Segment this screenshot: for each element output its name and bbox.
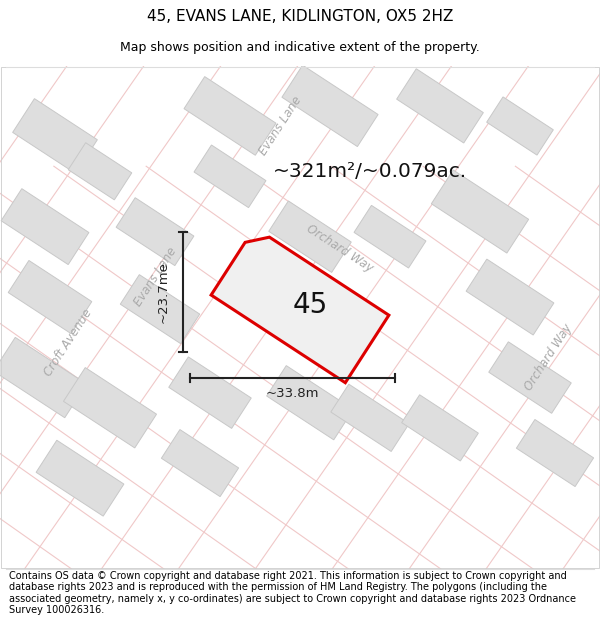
Text: Orchard Way: Orchard Way <box>304 222 376 275</box>
Polygon shape <box>211 237 389 382</box>
Polygon shape <box>266 366 353 440</box>
Polygon shape <box>64 368 157 448</box>
Polygon shape <box>68 142 132 200</box>
Polygon shape <box>489 342 571 413</box>
Polygon shape <box>282 65 378 147</box>
Polygon shape <box>120 274 200 344</box>
Polygon shape <box>161 429 239 497</box>
Polygon shape <box>331 384 409 451</box>
Text: 45, EVANS LANE, KIDLINGTON, OX5 2HZ: 45, EVANS LANE, KIDLINGTON, OX5 2HZ <box>147 9 453 24</box>
Polygon shape <box>487 97 553 155</box>
Polygon shape <box>431 170 529 253</box>
Polygon shape <box>13 99 97 174</box>
Text: Map shows position and indicative extent of the property.: Map shows position and indicative extent… <box>120 41 480 54</box>
Text: ~33.8m: ~33.8m <box>266 387 319 400</box>
Polygon shape <box>116 198 194 266</box>
Polygon shape <box>8 261 92 334</box>
Text: 45: 45 <box>292 291 328 319</box>
Text: ~321m²/~0.079ac.: ~321m²/~0.079ac. <box>273 162 467 181</box>
Polygon shape <box>517 419 593 486</box>
Polygon shape <box>397 69 484 143</box>
Text: Contains OS data © Crown copyright and database right 2021. This information is : Contains OS data © Crown copyright and d… <box>9 571 576 616</box>
Polygon shape <box>466 259 554 335</box>
Text: Evans Lane: Evans Lane <box>256 94 304 158</box>
Polygon shape <box>194 145 266 208</box>
Text: Evans Lane: Evans Lane <box>131 245 179 309</box>
Polygon shape <box>401 395 478 461</box>
Polygon shape <box>0 338 86 418</box>
Text: Orchard Way: Orchard Way <box>521 322 574 393</box>
Polygon shape <box>1 189 89 264</box>
Text: Croft Avenue: Croft Avenue <box>41 306 95 378</box>
Polygon shape <box>169 357 251 428</box>
Polygon shape <box>354 206 426 268</box>
Polygon shape <box>269 201 351 272</box>
Polygon shape <box>36 440 124 516</box>
Text: ~23.7me: ~23.7me <box>157 261 170 323</box>
Polygon shape <box>184 77 276 155</box>
